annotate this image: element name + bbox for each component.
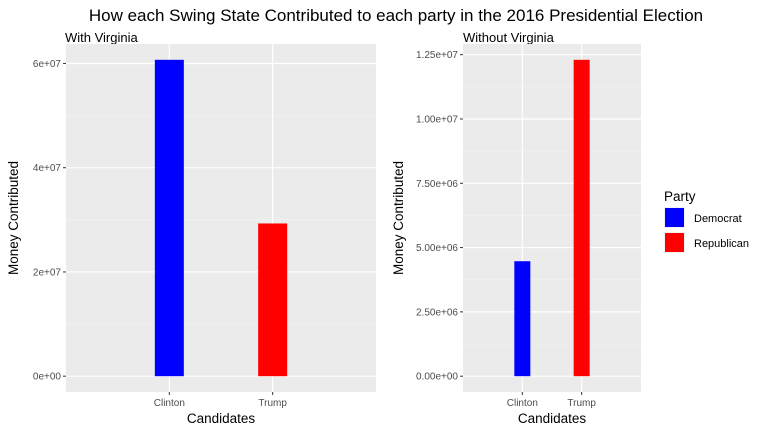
x-axis-title: Candidates [518, 411, 587, 426]
y-tick-label: 2.50e+06 [416, 307, 458, 318]
y-tick-label: 6e+07 [33, 59, 62, 70]
y-tick-label: 0e+00 [33, 372, 62, 383]
bar-trump [258, 223, 288, 377]
panel-subtitle: With Virginia [65, 30, 139, 45]
y-tick-label: 4e+07 [33, 163, 62, 174]
y-axis-title: Money Contributed [6, 161, 21, 275]
legend-title: Party [664, 189, 696, 204]
y-tick-label: 7.50e+06 [416, 179, 458, 190]
legend: Party Democrat Republican [664, 189, 749, 253]
x-tick-label: Trump [258, 398, 287, 409]
y-axis-title: Money Contributed [391, 161, 406, 275]
legend-label: Democrat [694, 213, 742, 225]
y-tick-label: 1.00e+07 [416, 114, 458, 125]
legend-swatch-democrat [665, 208, 684, 227]
y-tick-label: 2e+07 [33, 267, 62, 278]
x-tick-label: Clinton [507, 398, 538, 409]
x-tick-label: Trump [567, 398, 596, 409]
plot-background [463, 44, 641, 392]
panel-without-virginia: Without Virginia 0.00e+00 2.50e+06 5.00e+06… [391, 30, 641, 426]
x-axis-title: Candidates [187, 411, 256, 426]
chart-title: How each Swing State Contributed to each… [89, 6, 703, 25]
y-tick-label: 0.00e+00 [416, 372, 458, 383]
bar-trump [573, 59, 590, 377]
legend-swatch-republican [665, 233, 684, 252]
y-tick-label: 5.00e+06 [416, 243, 458, 254]
bar-clinton [154, 59, 184, 377]
panel-subtitle: Without Virginia [463, 30, 555, 45]
y-tick-label: 1.25e+07 [416, 50, 458, 61]
panel-with-virginia: With Virginia 0e+00 2e+07 4e+07 6e+07 Clinton… [6, 30, 376, 426]
bar-clinton [514, 261, 531, 377]
legend-label: Republican [694, 238, 749, 250]
plot-background [66, 44, 376, 392]
x-tick-label: Clinton [154, 398, 185, 409]
